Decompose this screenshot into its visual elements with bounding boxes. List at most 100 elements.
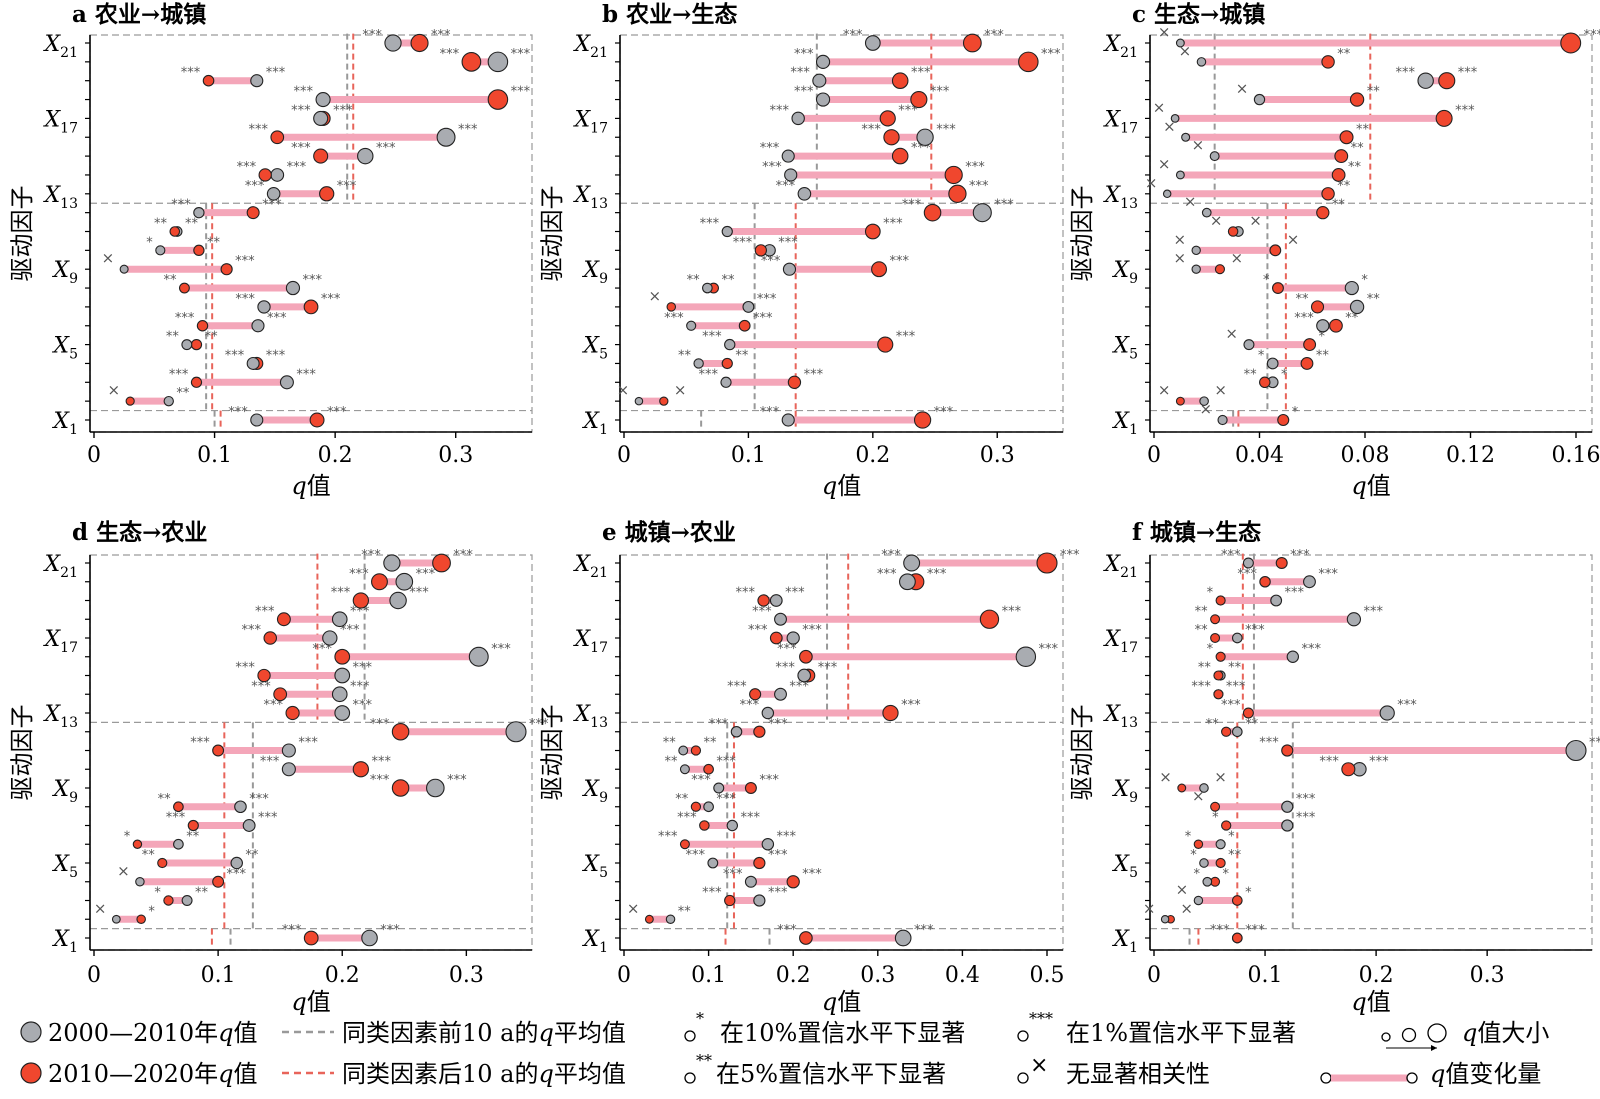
late-sig-label: **	[1337, 179, 1351, 194]
early-point	[1217, 414, 1228, 426]
early-sig-label: ***	[1318, 567, 1338, 582]
late-point	[258, 168, 272, 182]
early-sig-label: *	[1361, 273, 1368, 288]
late-point	[1321, 55, 1335, 69]
early-point	[181, 339, 193, 351]
early-point	[436, 127, 456, 147]
y-tick-label: X1	[1111, 927, 1138, 956]
early-point	[1316, 319, 1330, 333]
late-point	[721, 357, 733, 370]
early-sig-label: **	[1245, 717, 1259, 732]
early-point	[815, 54, 831, 69]
early-point	[357, 147, 374, 165]
late-point	[871, 261, 888, 278]
early-point	[251, 319, 265, 333]
late-point	[173, 801, 184, 813]
y-tick-label: X17	[573, 627, 609, 656]
late-point	[690, 801, 702, 812]
early-point	[720, 376, 732, 388]
late-point	[1215, 595, 1226, 606]
late-point	[1329, 318, 1343, 333]
early-sig-label: ***	[1301, 642, 1321, 657]
late-point	[753, 856, 766, 870]
panel-title: d 生态→农业	[72, 519, 207, 546]
early-sig-label: **	[678, 348, 692, 363]
early-sig-label: ***	[1245, 623, 1265, 638]
y-tick-label: X5	[581, 852, 608, 881]
early-sig-label: **	[678, 904, 692, 919]
early-point	[250, 74, 264, 88]
early-point	[781, 413, 795, 427]
early-point	[135, 876, 145, 887]
late-sig-label: ***	[251, 679, 271, 694]
late-point	[487, 89, 509, 110]
late-sig-label: ***	[327, 405, 347, 420]
early-sig-label: **	[195, 886, 209, 901]
late-sig-label: ×	[108, 381, 121, 399]
y-tick-label: X1	[581, 409, 608, 438]
early-sig-label: ×	[1173, 230, 1186, 248]
legend-sig10-label: 在10%置信水平下显著	[720, 1019, 965, 1047]
early-point	[250, 413, 264, 427]
legend-size-arrowhead	[1431, 1045, 1437, 1051]
early-sig-label: ***	[790, 66, 810, 81]
early-point	[774, 612, 787, 626]
early-sig-label: ***	[491, 642, 511, 657]
early-sig-label: ***	[447, 773, 467, 788]
late-point	[1341, 762, 1356, 777]
late-sig-label: ***	[1060, 548, 1080, 563]
late-point	[757, 594, 770, 607]
late-sig-label: *	[1292, 405, 1299, 420]
early-point	[468, 646, 489, 667]
early-sig-label: ***	[740, 811, 760, 826]
early-sig-label: ***	[700, 217, 720, 232]
late-point	[212, 744, 225, 757]
late-point	[303, 299, 319, 315]
late-sig-label: ***	[934, 405, 954, 420]
early-sig-label: ***	[1294, 311, 1314, 326]
late-point	[410, 33, 429, 53]
early-sig-label: ***	[350, 604, 370, 619]
early-sig-label: ***	[353, 698, 373, 713]
early-point	[361, 929, 378, 947]
late-sig-label: ***	[927, 567, 947, 582]
early-point	[634, 396, 644, 406]
y-axis-title: 驱动因子	[538, 186, 566, 282]
early-sig-label: ***	[266, 66, 286, 81]
early-sig-label: *	[1281, 367, 1288, 382]
early-point	[181, 895, 193, 906]
early-sig-label: ***	[757, 292, 777, 307]
y-tick-label: X17	[1103, 107, 1139, 136]
late-sig-label: ***	[1290, 548, 1310, 563]
late-sig-label: ***	[804, 367, 824, 382]
early-sig-label: ***	[802, 623, 822, 638]
early-sig-label: ×	[1143, 899, 1156, 917]
early-point	[1303, 575, 1316, 589]
late-sig-label: **	[721, 273, 735, 288]
late-point	[1435, 109, 1453, 127]
early-point	[1199, 396, 1209, 406]
late-point	[163, 895, 174, 906]
late-sig-label: **	[1356, 122, 1370, 137]
early-sig-label: ***	[353, 661, 373, 676]
late-sig-label: ***	[440, 47, 460, 62]
late-sig-label: ***	[453, 548, 473, 563]
early-sig-label: *	[1193, 867, 1200, 882]
late-sig-label: ***	[1259, 736, 1279, 751]
late-point	[944, 165, 963, 185]
late-point	[913, 411, 932, 429]
late-sig-label: ***	[370, 773, 390, 788]
late-sig-label: ***	[902, 198, 922, 213]
late-sig-label: ***	[248, 122, 268, 137]
y-tick-label: X9	[581, 777, 608, 806]
late-point	[724, 894, 736, 907]
late-point	[877, 336, 894, 353]
late-sig-label: **	[1195, 604, 1209, 619]
early-point	[781, 149, 795, 163]
x-axis-title: q值	[1351, 988, 1390, 1016]
late-sig-label: ***	[984, 28, 1004, 43]
early-point	[322, 630, 338, 646]
y-axis-title: 驱动因子	[8, 186, 36, 282]
late-sig-label: ***	[312, 642, 332, 657]
